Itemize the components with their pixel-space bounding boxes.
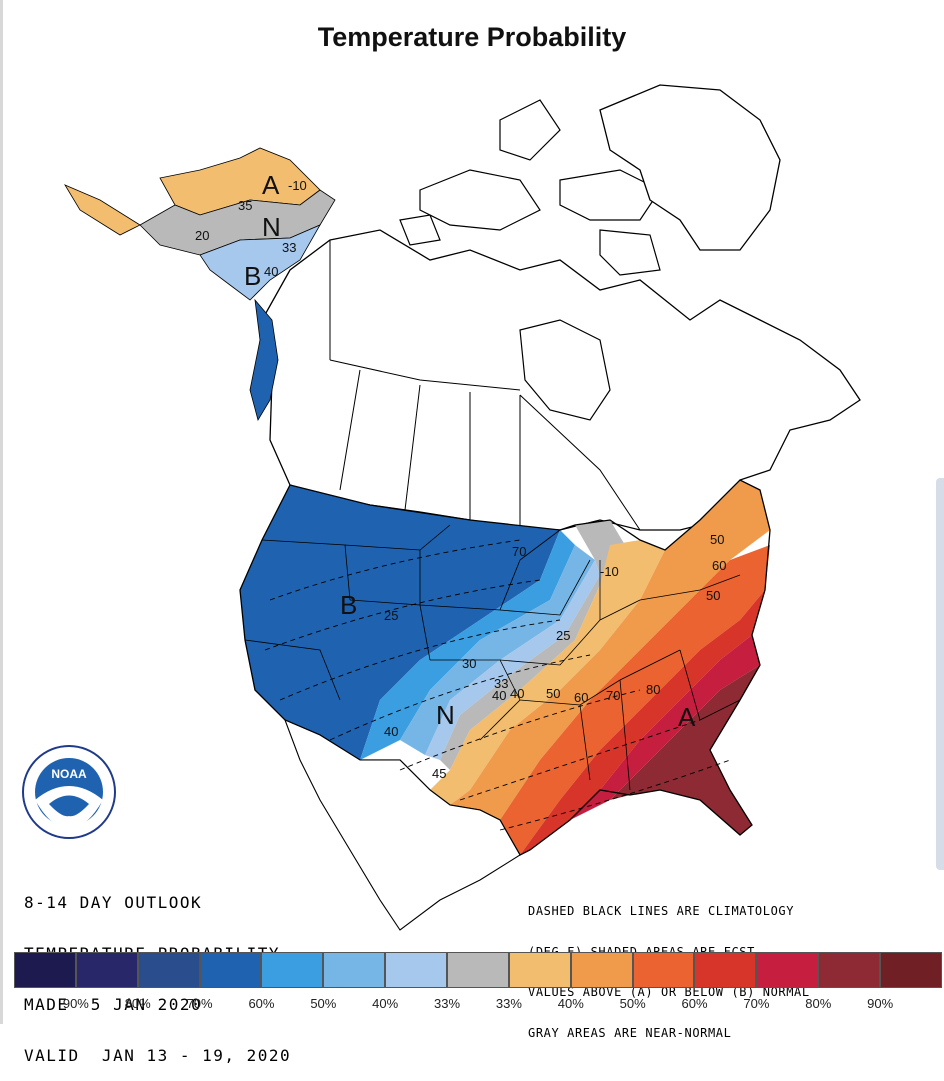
legend-note-line: GRAY AREAS ARE NEAR-NORMAL bbox=[528, 1025, 732, 1040]
colorbar-tick-label: 80% bbox=[805, 996, 832, 1011]
colorbar-tick-label: 33% bbox=[495, 996, 522, 1011]
hudson-bay bbox=[519, 319, 611, 421]
contour-label: 45 bbox=[432, 766, 446, 781]
contour-label: 40 bbox=[510, 686, 524, 701]
colorbar-tick-label: 50% bbox=[619, 996, 646, 1011]
contour-label: 35 bbox=[238, 198, 252, 213]
greenland bbox=[599, 84, 781, 251]
colorbar-tick-label: 90% bbox=[62, 996, 89, 1011]
contour-label: 50 bbox=[706, 588, 720, 603]
alaska-below bbox=[199, 224, 321, 301]
us-below-40 bbox=[400, 545, 595, 755]
climatology-lines bbox=[264, 539, 731, 831]
contour-label: -10 bbox=[288, 178, 307, 193]
contour-label: 40 bbox=[492, 688, 506, 703]
us-below-60 bbox=[240, 485, 560, 760]
colorbar-tick-label: 33% bbox=[434, 996, 461, 1011]
us-above-90 bbox=[610, 665, 760, 835]
us-below-33 bbox=[425, 560, 600, 760]
outlook-line: MADE 5 JAN 2020 bbox=[24, 995, 203, 1014]
us-above-60 bbox=[500, 545, 770, 855]
us-above-70 bbox=[520, 590, 765, 855]
colorbar-swatch bbox=[570, 952, 633, 988]
us-below-50 bbox=[360, 530, 575, 760]
contour-label: 40 bbox=[264, 264, 278, 279]
contour-label: 80 bbox=[646, 682, 660, 697]
left-edge bbox=[0, 0, 3, 1024]
pacific-northwest-coast bbox=[249, 298, 279, 422]
colorbar-ticks: 90% 80% 70% 60% 50% 40% 33% 33% 40% 50% 60% 70% 80% 9… bbox=[14, 996, 942, 1014]
outlook-map: A N B B N A -10 35 40 33 20 70 25 30 33 … bbox=[64, 84, 861, 931]
west-below-letter: B bbox=[340, 590, 357, 620]
noaa-logo: NOAA bbox=[22, 745, 116, 839]
colorbar-swatch bbox=[694, 952, 757, 988]
alaska-above-letter: A bbox=[262, 170, 280, 200]
contour-label: 40 bbox=[384, 724, 398, 739]
contour-label: 33 bbox=[282, 240, 296, 255]
colorbar-swatch bbox=[137, 952, 200, 988]
colorbar-tick-label: 60% bbox=[681, 996, 708, 1011]
us-near-normal bbox=[440, 520, 625, 770]
colorbar-swatch bbox=[447, 952, 509, 988]
us-above-50 bbox=[450, 480, 770, 820]
colorbar-swatch bbox=[199, 952, 262, 988]
outlook-line: 8-14 DAY OUTLOOK bbox=[24, 893, 203, 912]
colorbar-tick-label: 40% bbox=[557, 996, 584, 1011]
contour-label: 20 bbox=[195, 228, 209, 243]
scroll-handle[interactable] bbox=[936, 478, 944, 870]
colorbar-tick-label: 70% bbox=[743, 996, 770, 1011]
southeast-above-letter: A bbox=[678, 702, 696, 732]
contour-label: -10 bbox=[600, 564, 619, 579]
contour-label: 70 bbox=[606, 688, 620, 703]
contour-label: 33 bbox=[494, 676, 508, 691]
contour-label: 25 bbox=[384, 608, 398, 623]
alaska-below-letter: B bbox=[244, 261, 261, 291]
contour-label: 50 bbox=[546, 686, 560, 701]
colorbar-swatch bbox=[632, 952, 695, 988]
colorbar-swatch bbox=[14, 952, 76, 988]
contour-label: 25 bbox=[556, 628, 570, 643]
colorbar-swatch bbox=[508, 952, 571, 988]
colorbar-swatch bbox=[385, 952, 448, 988]
map-title: Temperature Probability bbox=[317, 22, 627, 52]
colorbar-swatch bbox=[818, 952, 881, 988]
mexico bbox=[284, 718, 521, 931]
contour-label: 60 bbox=[712, 558, 726, 573]
colorbar-tick-label: 70% bbox=[186, 996, 213, 1011]
outlook-line: VALID JAN 13 - 19, 2020 bbox=[24, 1046, 292, 1065]
probability-colorbar bbox=[14, 952, 942, 988]
colorbar-tick-label: 40% bbox=[372, 996, 399, 1011]
legend-note-line: DASHED BLACK LINES ARE CLIMATOLOGY bbox=[528, 904, 795, 918]
arctic-islands bbox=[399, 99, 661, 276]
colorbar-swatch bbox=[323, 952, 386, 988]
us-above-40 bbox=[430, 540, 665, 805]
contour-label: 70 bbox=[512, 544, 526, 559]
alaska-near-normal-letter: N bbox=[262, 212, 281, 242]
contour-label: 60 bbox=[574, 690, 588, 705]
colorbar-tick-label: 50% bbox=[310, 996, 337, 1011]
legend-note-line: VALUES ABOVE (A) OR BELOW (B) NORMAL bbox=[528, 985, 810, 999]
colorbar-tick-label: 90% bbox=[867, 996, 894, 1011]
colorbar-tick-label: 80% bbox=[124, 996, 151, 1011]
colorbar-tick-label: 60% bbox=[248, 996, 275, 1011]
colorbar-swatch bbox=[880, 952, 942, 988]
noaa-logo-text: NOAA bbox=[51, 767, 87, 781]
colorbar-swatch bbox=[756, 952, 819, 988]
us-above-80 bbox=[570, 635, 760, 820]
southern-plains-near-normal-letter: N bbox=[436, 700, 455, 730]
contour-label: 50 bbox=[710, 532, 724, 547]
colorbar-swatch bbox=[261, 952, 324, 988]
colorbar-swatch bbox=[75, 952, 138, 988]
province-borders bbox=[329, 240, 641, 531]
contour-label: 30 bbox=[462, 656, 476, 671]
